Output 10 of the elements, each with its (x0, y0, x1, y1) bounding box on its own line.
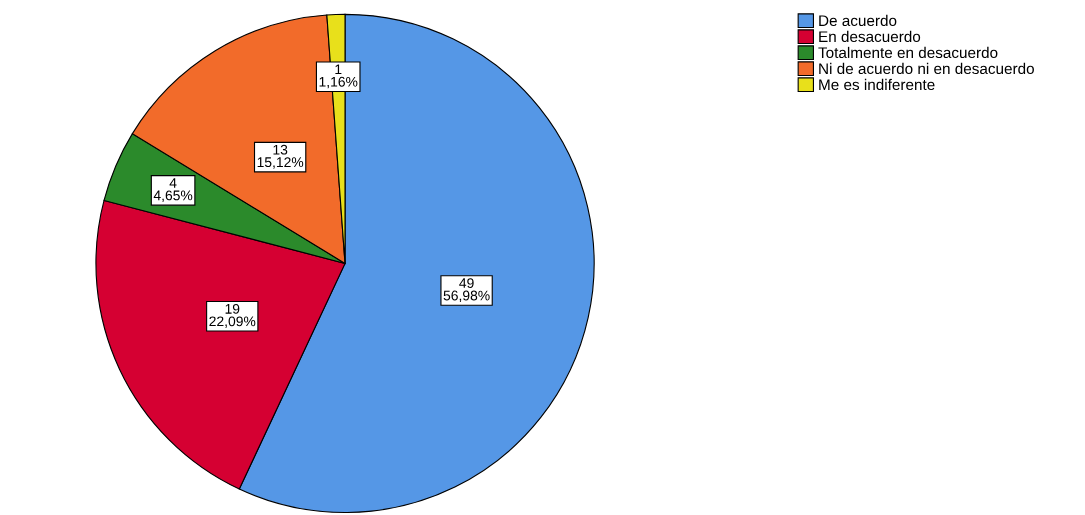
legend-label: Me es indiferente (819, 78, 935, 91)
data-label: 19 22,09% (209, 303, 256, 328)
legend-label: De acuerdo (819, 14, 897, 27)
legend-label: Ni de acuerdo ni en desacuerdo (819, 62, 1034, 75)
data-label: 1 1,16% (319, 64, 358, 89)
data-label: 13 15,12% (257, 144, 304, 169)
data-label: 4 4,65% (153, 178, 193, 202)
legend-label: En desacuerdo (819, 30, 921, 43)
data-label: 49 56,98% (443, 278, 490, 303)
legend-label: Totalmente en desacuerdo (818, 46, 998, 59)
